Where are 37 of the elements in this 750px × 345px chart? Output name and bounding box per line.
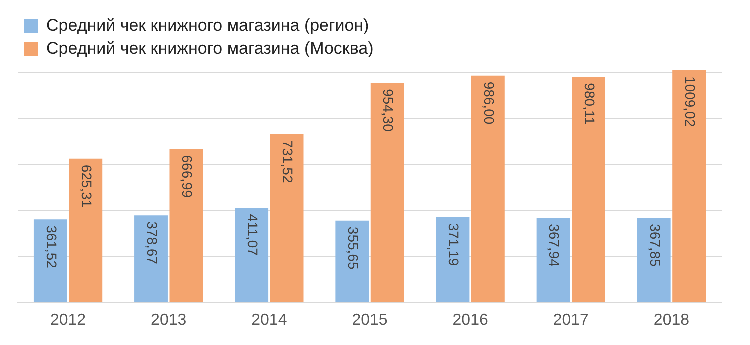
data-label: 625,31 xyxy=(79,164,96,208)
x-tick-label: 2017 xyxy=(553,312,590,329)
data-label: 986,00 xyxy=(481,82,498,125)
data-label: 378,67 xyxy=(144,222,160,265)
bar xyxy=(672,70,706,302)
x-tick-label: 2016 xyxy=(452,312,488,329)
x-tick-label: 2014 xyxy=(252,312,288,329)
data-label: 367,85 xyxy=(647,224,664,268)
bar xyxy=(370,83,404,302)
bar xyxy=(471,76,505,302)
bar xyxy=(170,149,204,302)
bar xyxy=(536,218,570,302)
bar xyxy=(336,220,370,302)
data-label: 980,11 xyxy=(582,83,598,126)
x-tick-label: 2015 xyxy=(352,312,388,329)
x-tick-label: 2013 xyxy=(151,312,187,329)
data-label: 731,52 xyxy=(280,140,296,184)
bar xyxy=(69,158,103,302)
bar xyxy=(270,134,304,302)
data-label: 371,19 xyxy=(446,223,462,266)
data-label: 411,07 xyxy=(244,214,261,256)
bar xyxy=(235,208,269,302)
bar xyxy=(637,218,671,302)
data-label: 666,99 xyxy=(180,155,196,198)
x-tick-label: 2018 xyxy=(654,312,690,329)
legend-label: Средний чек книжного магазина (Москва) xyxy=(46,39,374,58)
data-label: 367,94 xyxy=(546,224,563,268)
bar xyxy=(436,217,470,302)
bar xyxy=(34,220,68,302)
x-tick-label: 2012 xyxy=(50,312,86,329)
data-label: 954,30 xyxy=(380,89,397,132)
bar xyxy=(134,216,168,302)
data-label: 1009,02 xyxy=(682,76,698,128)
data-label: 361,52 xyxy=(44,226,60,269)
bar xyxy=(572,77,606,302)
legend-label: Средний чек книжного магазина (регион) xyxy=(46,16,370,36)
data-label: 355,65 xyxy=(346,226,362,270)
